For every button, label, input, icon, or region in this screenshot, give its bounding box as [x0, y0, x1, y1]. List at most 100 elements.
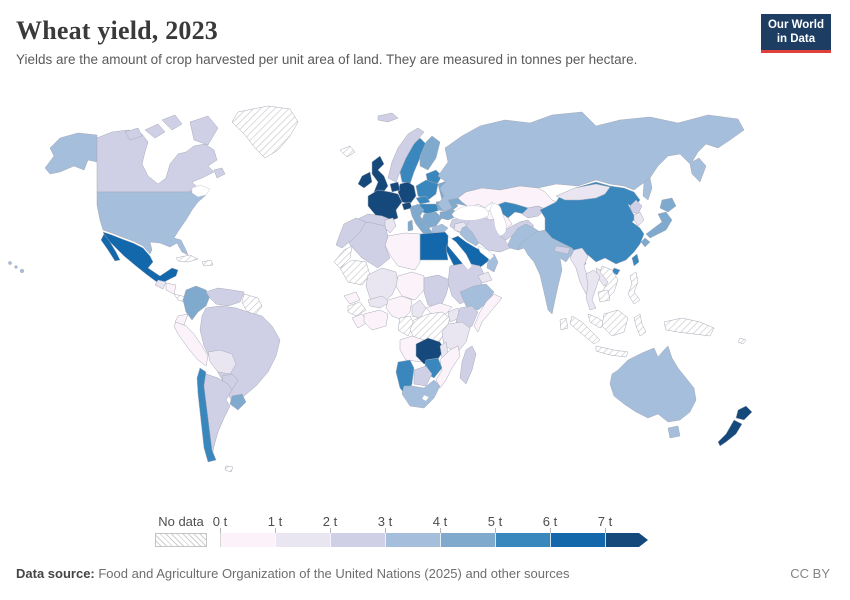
country-new-caledonia[interactable] — [737, 337, 747, 345]
country-kyrgyzstan-tajikistan[interactable] — [521, 205, 546, 219]
legend-tick-label: 7 t — [597, 514, 613, 529]
country-mongolia[interactable] — [555, 183, 611, 201]
country-guinea[interactable] — [347, 301, 367, 317]
country-hispaniola[interactable] — [201, 259, 214, 267]
country-alaska[interactable] — [44, 132, 98, 175]
country-cuba[interactable] — [175, 254, 199, 263]
country-canada-island[interactable] — [124, 127, 143, 141]
country-japan-honshu[interactable] — [645, 211, 673, 239]
country-sakhalin[interactable] — [642, 177, 653, 201]
country-bolivia[interactable] — [207, 349, 237, 375]
country-peru[interactable] — [173, 321, 209, 367]
legend-bin-3[interactable] — [385, 533, 440, 547]
country-france[interactable] — [367, 189, 403, 223]
country-somalia[interactable] — [473, 293, 503, 333]
country-cote-divoire-ghana[interactable] — [363, 309, 389, 331]
country-mexico[interactable] — [102, 231, 179, 285]
country-svalbard[interactable] — [377, 112, 399, 123]
country-hawaii[interactable] — [14, 265, 18, 269]
country-nepal[interactable] — [553, 245, 571, 255]
country-iceland[interactable] — [339, 145, 356, 158]
country-baja-california[interactable] — [100, 233, 121, 262]
country-germany[interactable] — [397, 181, 417, 205]
country-sulawesi[interactable] — [633, 313, 647, 337]
country-zambia[interactable] — [415, 337, 445, 365]
country-japan-kyushu[interactable] — [640, 237, 651, 248]
country-niger[interactable] — [395, 271, 425, 301]
country-nigeria[interactable] — [385, 295, 413, 321]
country-canada-island[interactable] — [161, 114, 183, 131]
country-balkans[interactable] — [421, 211, 443, 229]
legend-bin-6[interactable] — [550, 533, 605, 547]
country-senegal[interactable] — [343, 291, 361, 305]
legend-bin-4[interactable] — [440, 533, 495, 547]
country-south-korea[interactable] — [633, 211, 645, 227]
license-badge[interactable]: CC BY — [790, 566, 830, 581]
country-central-african-republic[interactable] — [425, 302, 453, 315]
country-baffin-island[interactable] — [189, 115, 219, 146]
legend-bin-1[interactable] — [275, 533, 330, 547]
country-venezuela[interactable] — [205, 287, 245, 307]
country-guatemala[interactable] — [154, 279, 167, 290]
country-newfoundland[interactable] — [213, 167, 226, 179]
country-sri-lanka[interactable] — [559, 317, 569, 331]
country-new-guinea[interactable] — [663, 317, 715, 337]
country-norway[interactable] — [387, 127, 425, 183]
country-united-states[interactable] — [96, 189, 207, 256]
country-sumatra[interactable] — [569, 315, 601, 345]
country-cambodia[interactable] — [597, 289, 611, 303]
country-western-sahara[interactable] — [333, 245, 353, 269]
legend-bin-5[interactable] — [495, 533, 550, 547]
country-mali[interactable] — [365, 267, 399, 306]
country-czechia[interactable] — [415, 195, 431, 205]
legend-bin-7[interactable] — [605, 533, 648, 547]
owid-logo[interactable]: Our World in Data — [760, 14, 831, 54]
country-greenland[interactable] — [231, 105, 299, 159]
country-colombia[interactable] — [182, 285, 211, 321]
country-falkland-islands[interactable] — [224, 465, 234, 473]
country-eritrea[interactable] — [477, 271, 493, 284]
country-belgium-netherlands[interactable] — [389, 181, 401, 193]
country-java[interactable] — [595, 345, 629, 358]
country-hawaii[interactable] — [8, 261, 12, 265]
country-tanzania[interactable] — [441, 321, 471, 353]
country-poland[interactable] — [415, 179, 439, 201]
footer: Data source: Food and Agriculture Organi… — [16, 566, 830, 581]
country-tasmania[interactable] — [667, 425, 681, 439]
country-canada-island[interactable] — [144, 123, 166, 139]
country-chad[interactable] — [423, 274, 451, 309]
legend-no-data-swatch[interactable] — [155, 533, 207, 547]
country-morocco[interactable] — [335, 217, 367, 249]
country-philippines[interactable] — [627, 271, 641, 305]
country-new-zealand-south[interactable] — [717, 419, 743, 447]
country-borneo[interactable] — [601, 309, 629, 337]
country-hawaii[interactable] — [19, 268, 25, 274]
country-finland[interactable] — [419, 135, 441, 171]
country-chile[interactable] — [196, 367, 217, 463]
country-taiwan[interactable] — [631, 253, 640, 267]
legend-tick-label: 6 t — [542, 514, 558, 529]
country-canada[interactable] — [96, 129, 218, 193]
country-ireland[interactable] — [357, 171, 373, 189]
country-north-korea[interactable] — [629, 199, 643, 215]
country-uruguay[interactable] — [229, 393, 247, 411]
legend-bin-0[interactable] — [220, 533, 275, 547]
data-source-line: Data source: Food and Agriculture Organi… — [16, 566, 570, 581]
country-botswana[interactable] — [413, 365, 433, 387]
country-south-africa[interactable] — [401, 379, 441, 409]
country-mozambique[interactable] — [435, 345, 461, 389]
country-thailand[interactable] — [585, 269, 601, 311]
country-united-kingdom[interactable] — [371, 155, 389, 195]
country-libya[interactable] — [384, 232, 421, 271]
country-new-zealand-north[interactable] — [735, 405, 753, 421]
legend-bin-2[interactable] — [330, 533, 385, 547]
country-cameroon[interactable] — [411, 299, 427, 319]
country-australia[interactable] — [609, 345, 697, 423]
country-sardinia[interactable] — [407, 219, 414, 232]
country-brazil[interactable] — [199, 305, 281, 407]
country-japan-hokkaido[interactable] — [659, 197, 677, 213]
country-madagascar[interactable] — [459, 345, 477, 385]
country-honduras-nicaragua[interactable] — [165, 282, 177, 295]
country-burkina-faso[interactable] — [367, 295, 391, 309]
country-egypt[interactable] — [419, 231, 451, 261]
